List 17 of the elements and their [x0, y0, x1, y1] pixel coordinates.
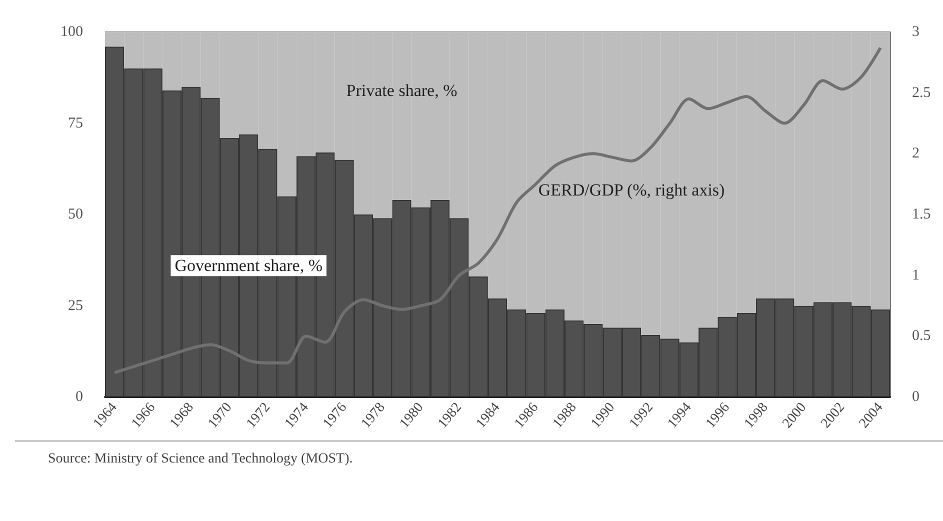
line-series [113, 46, 882, 374]
y-tick-label: 0 [76, 389, 83, 405]
y2-tick-label: 3 [912, 24, 920, 40]
y2-tick-label: 2 [912, 146, 920, 162]
y2-tick-label: 0.5 [912, 328, 931, 344]
source-note: Source: Ministry of Science and Technology (MOST). [48, 452, 353, 466]
y-tick-label: 50 [68, 206, 83, 222]
y2-tick-label: 1 [912, 267, 920, 284]
y2-tick-label: 0 [912, 389, 920, 405]
y-tick-label: 25 [68, 298, 83, 314]
series-label: GERD/GDP (%, right axis) [538, 180, 725, 200]
series-label: Government share, % [174, 256, 322, 276]
series-label: Private share, % [346, 80, 458, 100]
y-tick-label: 100 [60, 24, 83, 40]
y2-tick-label: 2.5 [912, 84, 931, 101]
y-tick-label: 75 [68, 115, 83, 132]
y2-tick-label: 1.5 [912, 206, 931, 222]
